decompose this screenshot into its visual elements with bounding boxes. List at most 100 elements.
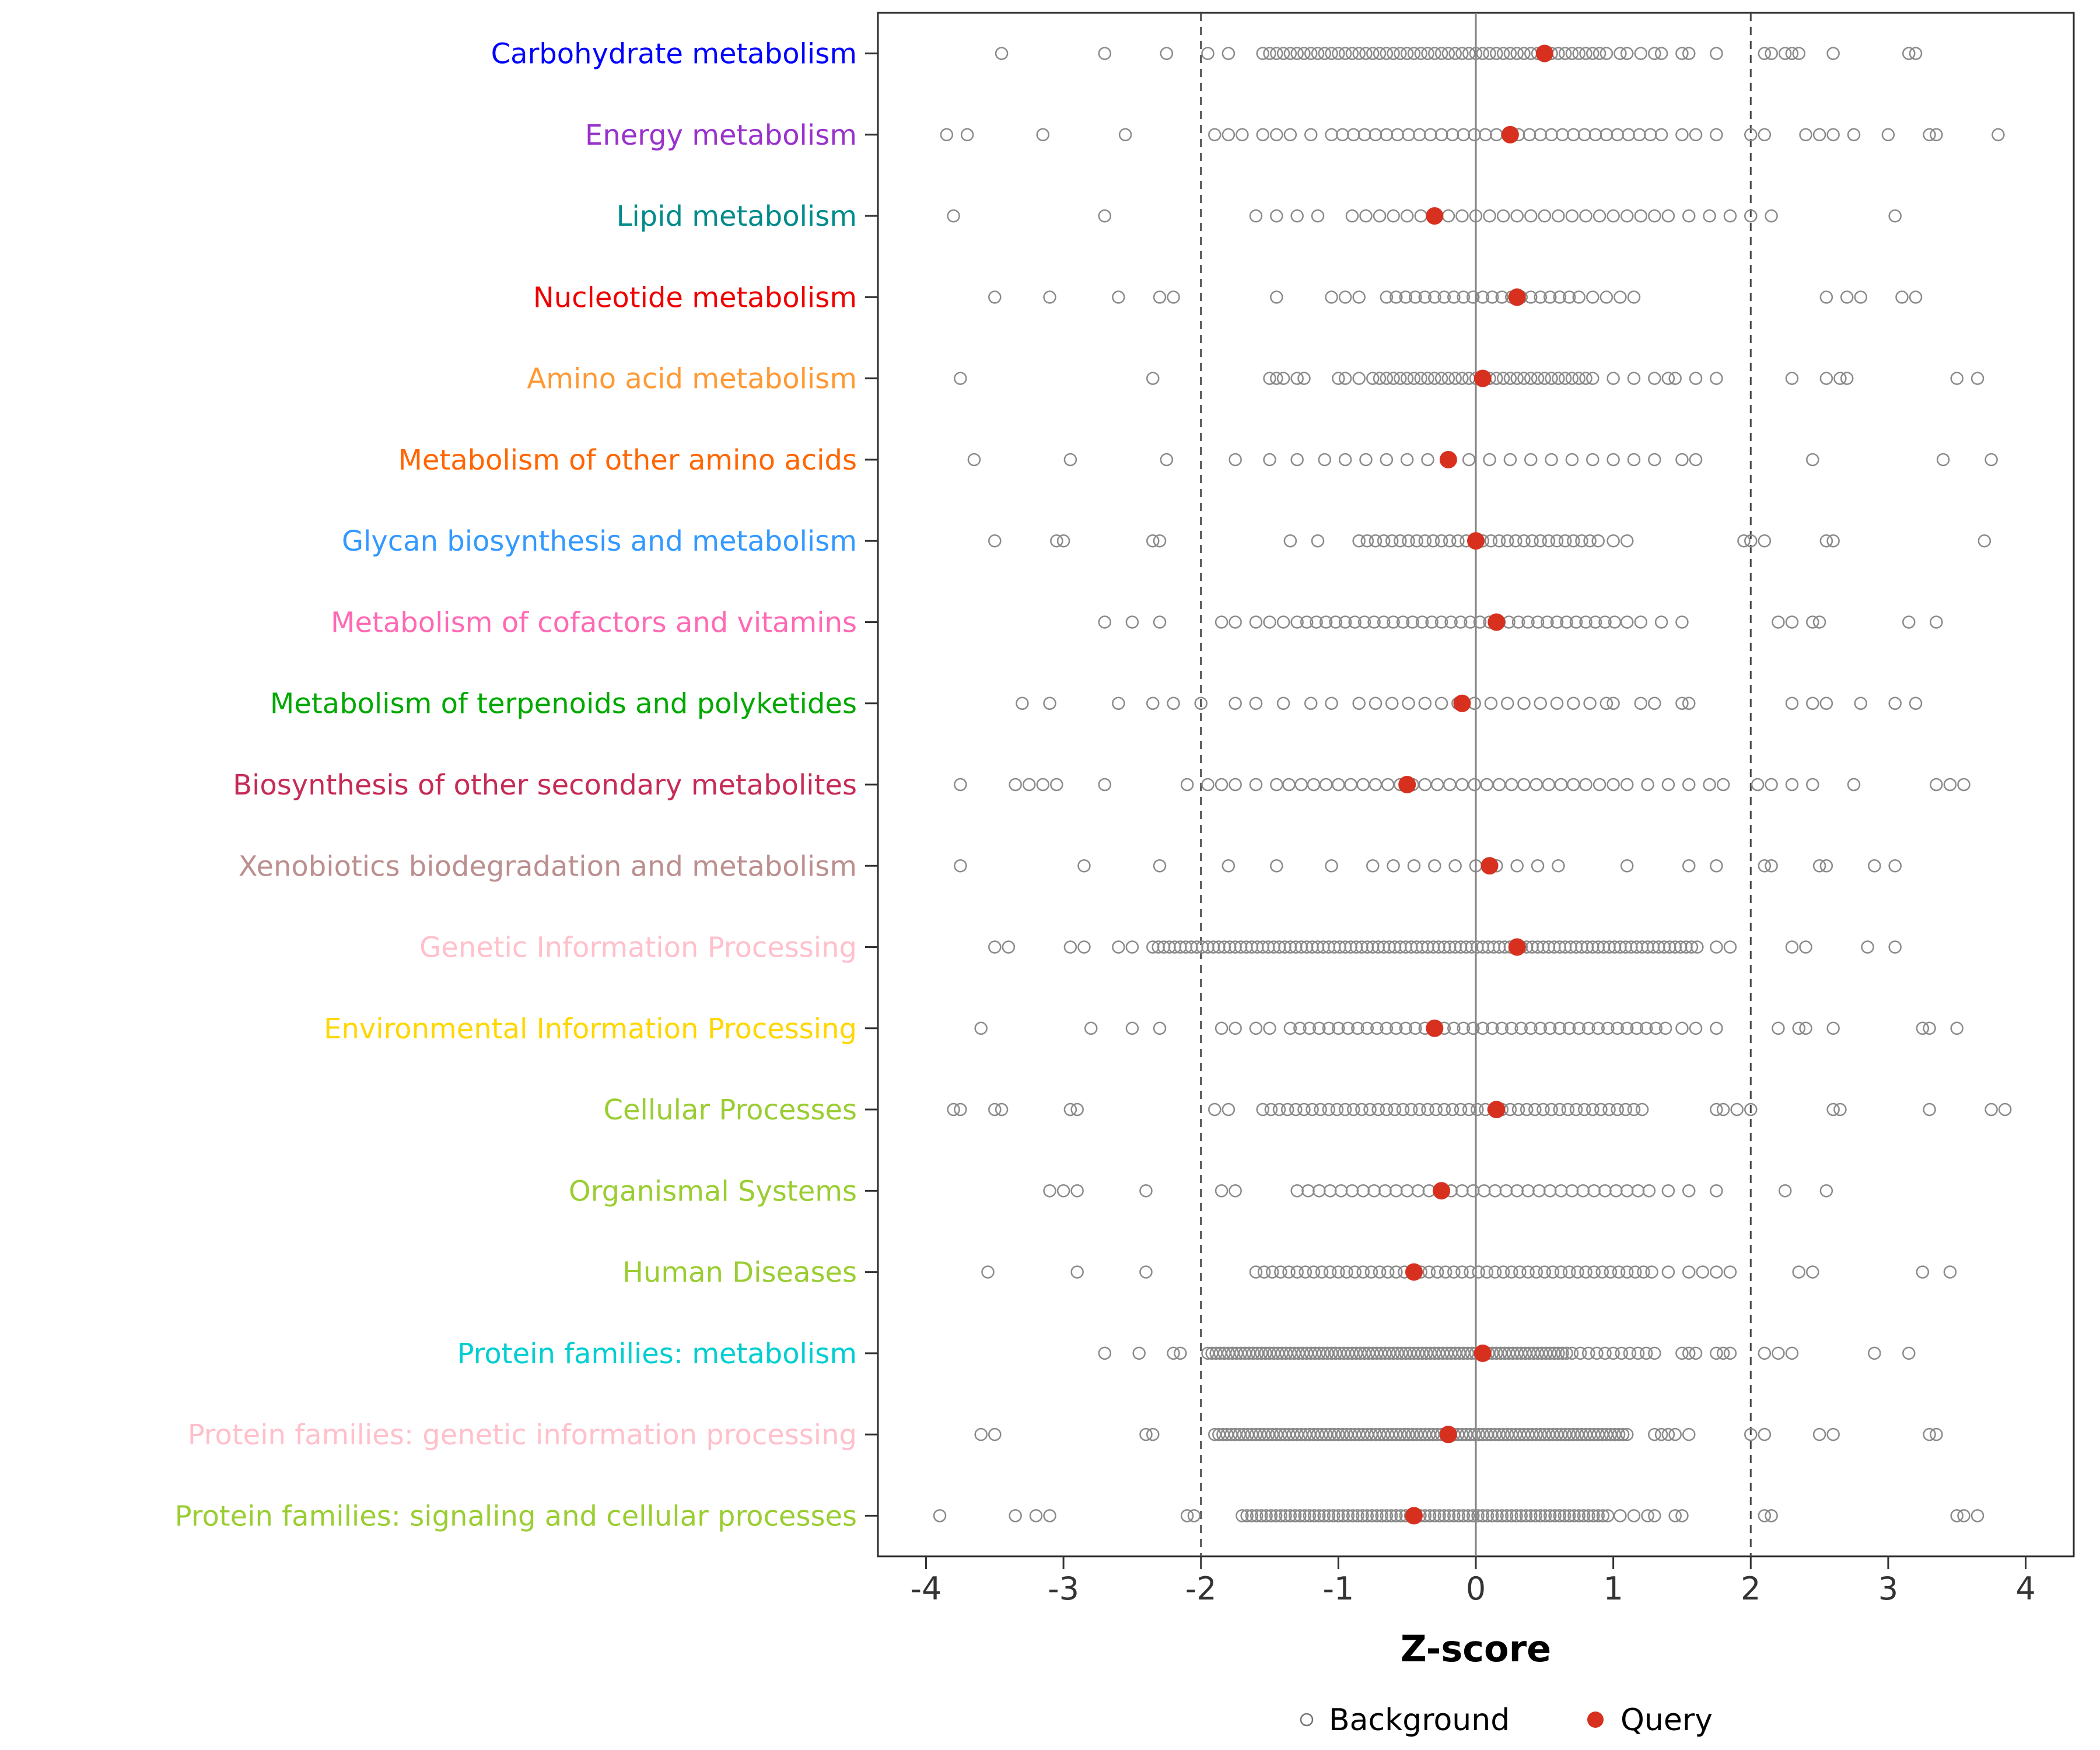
background-point <box>1289 1102 1303 1116</box>
background-point <box>1276 696 1290 710</box>
background-point <box>1648 453 1661 467</box>
background-point <box>1620 209 1634 223</box>
background-point <box>988 940 1002 954</box>
background-point <box>1255 1509 1268 1522</box>
background-point <box>1390 1265 1403 1279</box>
background-point <box>1552 859 1565 873</box>
background-point <box>1521 1265 1535 1279</box>
background-point <box>1441 47 1455 60</box>
query-point <box>1488 1101 1506 1119</box>
background-point <box>1098 47 1112 60</box>
background-point <box>1338 47 1352 60</box>
background-point <box>1558 47 1572 60</box>
background-point <box>1833 372 1847 385</box>
background-point <box>1758 47 1772 60</box>
background-point <box>1661 1265 1675 1279</box>
background-point <box>954 778 967 792</box>
query-point <box>1474 1344 1492 1362</box>
background-point <box>1772 1021 1785 1035</box>
background-point <box>1434 372 1448 385</box>
background-point <box>1274 1265 1287 1279</box>
background-point <box>1806 1265 1819 1279</box>
background-point <box>1645 1265 1658 1279</box>
background-point <box>1614 47 1627 60</box>
background-point <box>1648 1346 1661 1360</box>
background-point <box>1371 1102 1385 1116</box>
background-point <box>1402 696 1415 710</box>
background-point <box>1476 1509 1490 1522</box>
category-label: Biosynthesis of other secondary metaboli… <box>233 769 857 802</box>
background-point <box>1758 1346 1772 1360</box>
background-point <box>1249 615 1263 629</box>
background-point <box>1434 696 1448 710</box>
background-point <box>1998 1102 2012 1116</box>
background-point <box>1572 1021 1586 1035</box>
background-point <box>1847 128 1861 142</box>
background-point <box>1792 1021 1805 1035</box>
background-point <box>1587 1509 1600 1522</box>
background-point <box>1909 290 1923 304</box>
background-point <box>1208 128 1222 142</box>
background-point <box>1505 1265 1518 1279</box>
background-point <box>1514 1509 1528 1522</box>
background-point <box>1565 1346 1579 1360</box>
background-point <box>1710 1346 1723 1360</box>
background-point <box>1311 47 1325 60</box>
background-point <box>1819 1184 1833 1198</box>
x-tick-label: -4 <box>911 1570 942 1607</box>
background-point <box>988 1102 1002 1116</box>
background-point <box>1654 47 1668 60</box>
category-label: Human Diseases <box>622 1256 857 1289</box>
background-point <box>1330 1102 1344 1116</box>
background-point <box>1510 209 1524 223</box>
background-point <box>1444 615 1458 629</box>
background-point <box>1635 1102 1649 1116</box>
background-point <box>1381 1265 1395 1279</box>
background-point <box>1418 696 1432 710</box>
background-point <box>1222 1102 1236 1116</box>
background-point <box>1043 696 1056 710</box>
background-point <box>1373 372 1387 385</box>
background-point <box>1592 47 1606 60</box>
background-point <box>1648 696 1661 710</box>
background-point <box>1575 534 1588 548</box>
background-point <box>1402 534 1415 548</box>
background-point <box>1370 1509 1384 1522</box>
background-point <box>1466 290 1480 304</box>
background-point <box>1710 372 1723 385</box>
background-point <box>1472 1265 1485 1279</box>
background-point <box>1307 1509 1321 1522</box>
background-point <box>1923 1102 1936 1116</box>
background-point <box>1348 615 1362 629</box>
background-point <box>1751 778 1765 792</box>
background-point <box>1310 615 1323 629</box>
background-point <box>1812 615 1826 629</box>
background-point <box>1552 1346 1565 1360</box>
background-point <box>1486 1509 1499 1522</box>
background-point <box>1524 1021 1538 1035</box>
background-point <box>1264 1102 1278 1116</box>
background-point <box>1854 696 1868 710</box>
background-point <box>1380 1509 1394 1522</box>
background-point <box>1276 47 1290 60</box>
background-point <box>1304 128 1318 142</box>
background-point <box>1534 1509 1547 1522</box>
background-point <box>1290 372 1304 385</box>
background-point <box>1500 1509 1514 1522</box>
background-point <box>1577 1509 1591 1522</box>
background-point <box>1373 47 1387 60</box>
background-point <box>1380 1102 1394 1116</box>
background-point <box>1606 696 1620 710</box>
background-point <box>1586 1102 1600 1116</box>
background-point <box>1422 1265 1436 1279</box>
background-point <box>1503 453 1517 467</box>
background-point <box>1598 1346 1612 1360</box>
background-point <box>1469 209 1483 223</box>
background-point <box>1517 696 1531 710</box>
background-point <box>1591 1021 1605 1035</box>
background-point <box>1799 1021 1812 1035</box>
x-axis-title: Z-score <box>1401 1628 1551 1670</box>
background-point <box>1462 453 1476 467</box>
background-point <box>1648 1427 1661 1441</box>
background-point <box>1351 1021 1364 1035</box>
